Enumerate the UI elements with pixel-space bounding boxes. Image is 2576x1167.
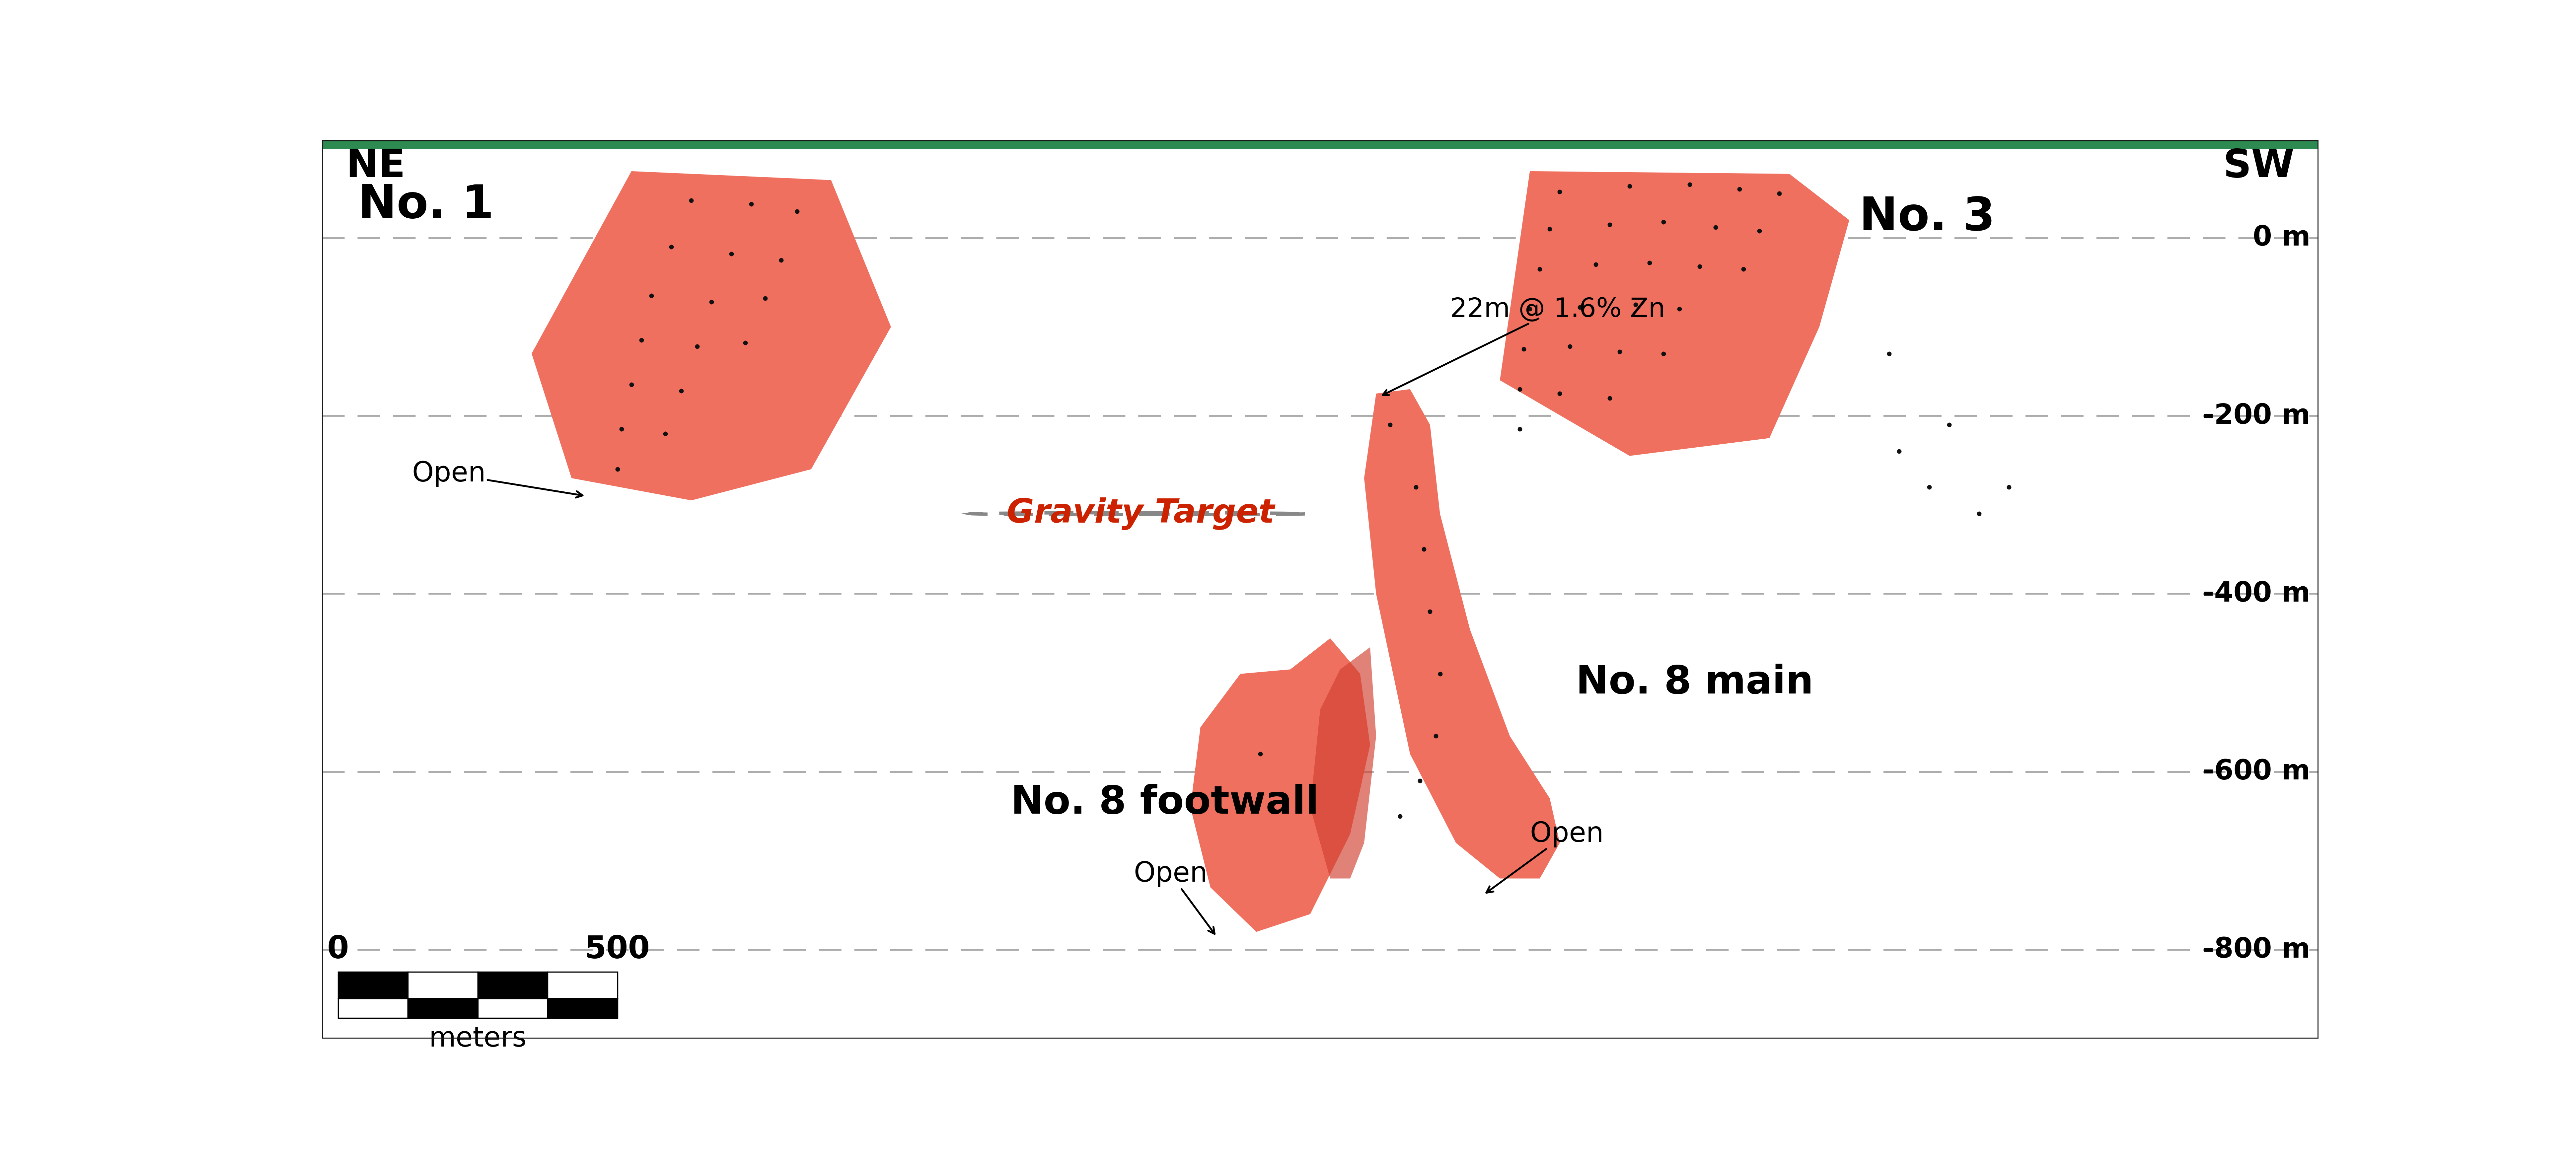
Polygon shape — [1311, 648, 1376, 879]
Bar — [337, 972, 407, 999]
Text: Open: Open — [412, 460, 582, 497]
Text: SW: SW — [2223, 147, 2295, 186]
Polygon shape — [1190, 638, 1370, 932]
Bar — [322, 140, 2318, 149]
Bar — [477, 999, 549, 1018]
Text: -400 m: -400 m — [2202, 580, 2311, 607]
Bar — [549, 972, 618, 999]
Text: 0 m: 0 m — [2254, 224, 2311, 251]
Polygon shape — [1499, 172, 1850, 456]
Bar — [477, 972, 549, 999]
Text: 22m @ 1.6% Zn: 22m @ 1.6% Zn — [1383, 296, 1664, 394]
Text: -800 m: -800 m — [2202, 936, 2311, 963]
Text: No. 8 main: No. 8 main — [1577, 664, 1814, 701]
Bar — [407, 972, 477, 999]
Text: No. 3: No. 3 — [1860, 195, 1994, 240]
Text: No. 1: No. 1 — [358, 183, 495, 228]
Text: -200 m: -200 m — [2202, 403, 2311, 429]
Bar — [549, 999, 618, 1018]
Text: Open: Open — [1133, 860, 1216, 934]
Text: -600 m: -600 m — [2202, 759, 2311, 785]
Text: 0: 0 — [327, 935, 348, 965]
Bar — [337, 999, 407, 1018]
Polygon shape — [1365, 389, 1561, 879]
Text: Open: Open — [1486, 820, 1605, 893]
Text: meters: meters — [428, 1026, 526, 1053]
Bar — [407, 999, 477, 1018]
Text: 500: 500 — [585, 935, 649, 965]
Text: NE: NE — [345, 147, 404, 186]
Text: Gravity Target: Gravity Target — [1007, 497, 1275, 530]
Text: No. 8 footwall: No. 8 footwall — [1010, 784, 1319, 822]
Polygon shape — [531, 172, 891, 501]
